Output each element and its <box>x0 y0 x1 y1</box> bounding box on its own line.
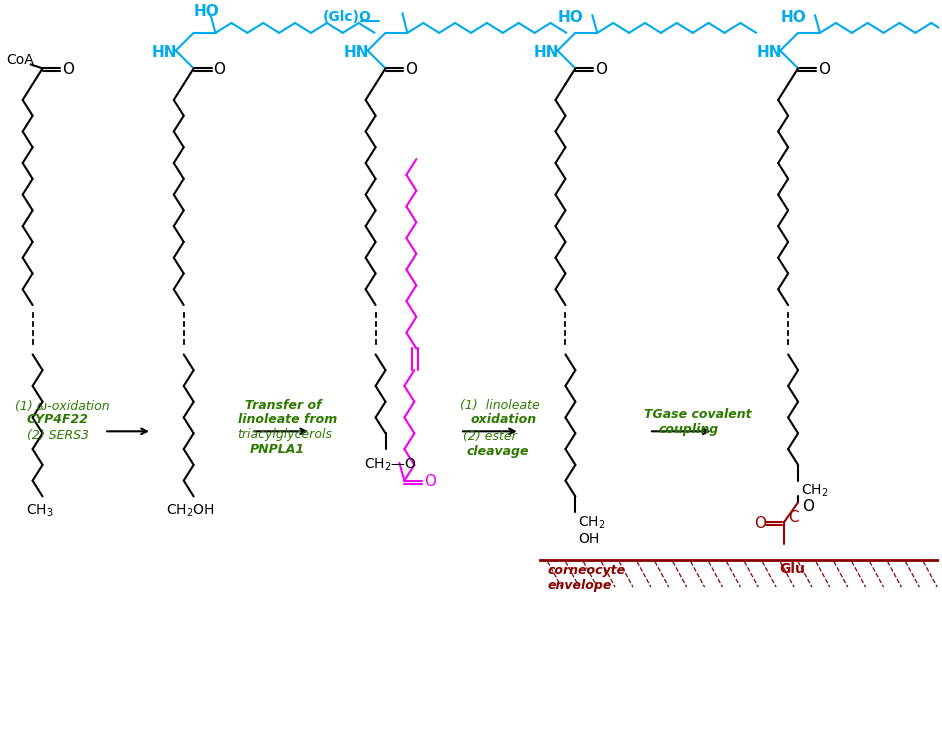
Text: TGase covalent: TGase covalent <box>644 407 752 420</box>
Text: O: O <box>802 499 814 514</box>
Text: O: O <box>424 474 436 489</box>
Text: PNPLA1: PNPLA1 <box>250 443 304 456</box>
Text: HO: HO <box>194 4 219 19</box>
Text: (2) ester: (2) ester <box>463 430 517 443</box>
Text: HO: HO <box>558 9 583 25</box>
Text: CH$_2$: CH$_2$ <box>801 483 829 499</box>
Text: HN: HN <box>533 45 560 60</box>
Text: O: O <box>62 62 74 77</box>
Text: oxidation: oxidation <box>471 413 537 426</box>
Text: (Glc)O: (Glc)O <box>323 10 372 24</box>
Text: O: O <box>818 62 830 77</box>
Text: CH$_3$: CH$_3$ <box>25 502 54 519</box>
Text: cleavage: cleavage <box>467 445 529 458</box>
Text: OH: OH <box>578 532 600 546</box>
Text: linoleate from: linoleate from <box>238 413 337 426</box>
Text: envelope: envelope <box>547 579 612 592</box>
Text: O: O <box>405 62 417 77</box>
Text: (2) SERS3: (2) SERS3 <box>26 429 89 442</box>
Text: coupling: coupling <box>658 423 719 437</box>
Text: (1)  linoleate: (1) linoleate <box>460 399 540 412</box>
Text: O: O <box>214 62 225 77</box>
Text: HN: HN <box>152 45 177 60</box>
Text: triacylglycerols: triacylglycerols <box>237 429 333 441</box>
Text: CYP4F22: CYP4F22 <box>26 413 89 426</box>
Text: O: O <box>595 62 608 77</box>
Text: O: O <box>755 515 767 531</box>
Text: HN: HN <box>756 45 782 60</box>
Text: (1) ω-oxidation: (1) ω-oxidation <box>15 399 109 412</box>
Text: CH$_2$OH: CH$_2$OH <box>166 502 215 519</box>
Text: C: C <box>788 510 799 525</box>
Text: Transfer of: Transfer of <box>245 399 322 412</box>
Text: CH$_2$: CH$_2$ <box>578 514 606 531</box>
Text: CH$_2$—O: CH$_2$—O <box>364 457 416 473</box>
Text: HO: HO <box>780 9 806 25</box>
Text: corneocyte: corneocyte <box>547 564 625 577</box>
Text: HN: HN <box>344 45 369 60</box>
Text: Glu: Glu <box>779 562 805 577</box>
Text: CoA: CoA <box>6 53 34 67</box>
